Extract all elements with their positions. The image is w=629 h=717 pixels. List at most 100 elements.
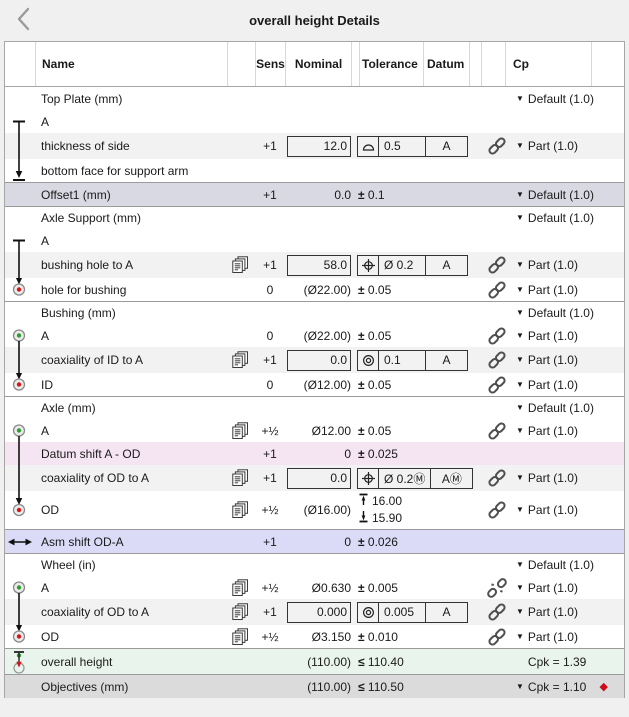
- dropdown-arrow-icon[interactable]: ▼: [516, 425, 524, 435]
- table-row[interactable]: thickness of side +1 12.0 0.5 A ▼ Part (1.0): [5, 133, 624, 159]
- dropdown-arrow-icon[interactable]: ▼: [516, 330, 524, 340]
- dropdown-arrow-icon[interactable]: ▼: [516, 355, 524, 364]
- dropdown-arrow-icon[interactable]: ▼: [516, 141, 524, 150]
- table-row[interactable]: OD +½ (Ø16.00) 16.00 15.90 ▼ Part (1.0): [5, 491, 624, 529]
- table-row[interactable]: Datum shift A - OD +1 0 ± 0.025: [5, 442, 624, 465]
- copies-icon[interactable]: [227, 419, 255, 442]
- copies-icon[interactable]: [227, 491, 255, 529]
- cp-dropdown[interactable]: ▼ Part (1.0): [509, 278, 595, 301]
- feature-control-frame[interactable]: 0.5 A: [357, 135, 468, 157]
- sens-value: [255, 554, 285, 576]
- tolerance-cell: [285, 207, 485, 229]
- table-row[interactable]: ID 0 (Ø12.00) ± 0.05 ▼ Part (1.0): [5, 373, 624, 396]
- group-row[interactable]: Axle Support (mm) ▼ Default (1.0): [5, 206, 624, 229]
- table-row[interactable]: bottom face for support arm: [5, 159, 624, 182]
- nominal-box[interactable]: 58.0: [287, 254, 351, 276]
- cp-dropdown[interactable]: ▼ Part (1.0): [509, 465, 595, 491]
- dropdown-arrow-icon[interactable]: ▼: [516, 213, 524, 222]
- copies-icon[interactable]: [227, 599, 255, 625]
- table-row[interactable]: A: [5, 110, 624, 133]
- cp-dropdown[interactable]: ▼ Default (1.0): [509, 87, 595, 110]
- dropdown-arrow-icon[interactable]: ▼: [516, 403, 524, 412]
- table-row[interactable]: Offset1 (mm) +1 0.0 ± 0.1 ▼ Default (1.0): [5, 182, 624, 206]
- cp-dropdown[interactable]: ▼ Default (1.0): [509, 183, 595, 206]
- table-row[interactable]: A 0 (Ø22.00) ± 0.05 ▼ Part (1.0): [5, 324, 624, 347]
- dropdown-arrow-icon[interactable]: ▼: [516, 260, 524, 269]
- dropdown-arrow-icon[interactable]: ▼: [516, 93, 524, 103]
- table-row[interactable]: A: [5, 229, 624, 252]
- copies-icon[interactable]: [227, 347, 255, 373]
- cp-dropdown[interactable]: ▼ Part (1.0): [509, 252, 595, 278]
- link-icon[interactable]: [485, 599, 509, 625]
- table-row[interactable]: coaxiality of OD to A +1 0.0 Ø 0.2Ⓜ AⓂ ▼ Part …: [5, 465, 624, 491]
- cp-dropdown[interactable]: ▼ Part (1.0): [509, 324, 595, 347]
- dropdown-arrow-icon[interactable]: ▼: [516, 379, 524, 389]
- link-icon[interactable]: [485, 465, 509, 491]
- dropdown-arrow-icon[interactable]: ▼: [516, 473, 524, 482]
- table-row[interactable]: bushing hole to A +1 58.0 Ø 0.2 A ▼ Part (1.0): [5, 252, 624, 278]
- feature-control-frame[interactable]: 0.005 A: [357, 601, 468, 623]
- copy-spacer: [227, 324, 255, 347]
- cp-dropdown[interactable]: ▼ Default (1.0): [509, 302, 595, 324]
- cp-dropdown[interactable]: ▼ Default (1.0): [509, 207, 595, 229]
- feature-control-frame[interactable]: Ø 0.2 A: [357, 254, 468, 276]
- table-row[interactable]: Objectives (mm) (110.00) ≤ 110.50 ▼ Cpk = 1.…: [5, 674, 624, 698]
- back-button[interactable]: [8, 6, 40, 34]
- group-row[interactable]: Axle (mm) ▼ Default (1.0): [5, 396, 624, 419]
- copies-icon[interactable]: [227, 625, 255, 648]
- cp-dropdown[interactable]: ▼ Part (1.0): [509, 133, 595, 159]
- dropdown-arrow-icon[interactable]: ▼: [516, 189, 524, 199]
- copies-icon[interactable]: [227, 576, 255, 599]
- table-row[interactable]: A +½ Ø12.00 ± 0.05 ▼ Part (1.0): [5, 419, 624, 442]
- table-row[interactable]: OD +½ Ø3.150 ± 0.010 ▼ Part (1.0): [5, 625, 624, 648]
- dropdown-arrow-icon[interactable]: ▼: [516, 607, 524, 616]
- nominal-box[interactable]: 0.0: [287, 349, 351, 371]
- cp-dropdown[interactable]: ▼ Part (1.0): [509, 625, 595, 648]
- feature-control-frame[interactable]: Ø 0.2Ⓜ AⓂ: [357, 467, 474, 489]
- group-row[interactable]: Bushing (mm) ▼ Default (1.0): [5, 301, 624, 324]
- copies-icon[interactable]: [227, 465, 255, 491]
- nominal-box[interactable]: 0.0: [287, 467, 351, 489]
- link-icon[interactable]: [485, 278, 509, 301]
- link-icon[interactable]: [485, 324, 509, 347]
- link-spacer: [485, 554, 509, 576]
- link-icon[interactable]: [485, 133, 509, 159]
- link-icon[interactable]: [485, 373, 509, 396]
- link-icon[interactable]: [485, 625, 509, 648]
- link-icon[interactable]: [485, 491, 509, 529]
- cp-dropdown[interactable]: ▼ Cpk = 1.10: [509, 675, 595, 698]
- cp-dropdown[interactable]: ▼ Part (1.0): [509, 576, 595, 599]
- link-icon[interactable]: [485, 347, 509, 373]
- table-row[interactable]: hole for bushing 0 (Ø22.00) ± 0.05 ▼ Part (1.…: [5, 278, 624, 301]
- copies-icon[interactable]: [227, 252, 255, 278]
- group-row[interactable]: Wheel (in) ▼ Default (1.0): [5, 553, 624, 576]
- table-row[interactable]: Asm shift OD-A +1 0 ± 0.026: [5, 529, 624, 553]
- broken-link-icon[interactable]: [485, 576, 509, 599]
- feature-control-frame[interactable]: 0.1 A: [357, 349, 468, 371]
- dropdown-arrow-icon[interactable]: ▼: [516, 582, 524, 592]
- dropdown-arrow-icon[interactable]: ▼: [516, 284, 524, 294]
- table-row[interactable]: A +½ Ø0.630 ± 0.005 ▼ Part (1.0): [5, 576, 624, 599]
- cp-dropdown[interactable]: ▼ Part (1.0): [509, 599, 595, 625]
- cp-dropdown[interactable]: ▼ Part (1.0): [509, 419, 595, 442]
- table-row[interactable]: coaxiality of OD to A +1 0.000 0.005 A ▼ Part …: [5, 599, 624, 625]
- nominal-box[interactable]: 12.0: [287, 135, 351, 157]
- cp-dropdown[interactable]: ▼ Default (1.0): [509, 397, 595, 419]
- dropdown-arrow-icon[interactable]: ▼: [516, 505, 524, 514]
- cp-dropdown[interactable]: ▼ Part (1.0): [509, 491, 595, 529]
- cp-dropdown[interactable]: ▼ Default (1.0): [509, 554, 595, 576]
- table-row[interactable]: coaxiality of ID to A +1 0.0 0.1 A ▼ Part (1.0…: [5, 347, 624, 373]
- link-icon[interactable]: [485, 419, 509, 442]
- nominal-box[interactable]: 0.000: [287, 601, 351, 623]
- sens-value: +1: [263, 353, 277, 367]
- dropdown-arrow-icon[interactable]: ▼: [516, 560, 524, 569]
- cp-dropdown[interactable]: ▼ Part (1.0): [509, 347, 595, 373]
- dropdown-arrow-icon[interactable]: ▼: [516, 308, 524, 317]
- group-row[interactable]: Top Plate (mm) ▼ Default (1.0): [5, 87, 624, 110]
- cp-dropdown[interactable]: ▼ Part (1.0): [509, 373, 595, 396]
- table-row[interactable]: overall height (110.00) ≤ 110.40 ▼Cpk = 1.3…: [5, 648, 624, 674]
- dropdown-arrow-icon[interactable]: ▼: [516, 681, 524, 691]
- link-icon[interactable]: [485, 252, 509, 278]
- dropdown-arrow-icon[interactable]: ▼: [516, 631, 524, 641]
- cp-dropdown[interactable]: ▼Cpk = 1.39: [509, 649, 595, 674]
